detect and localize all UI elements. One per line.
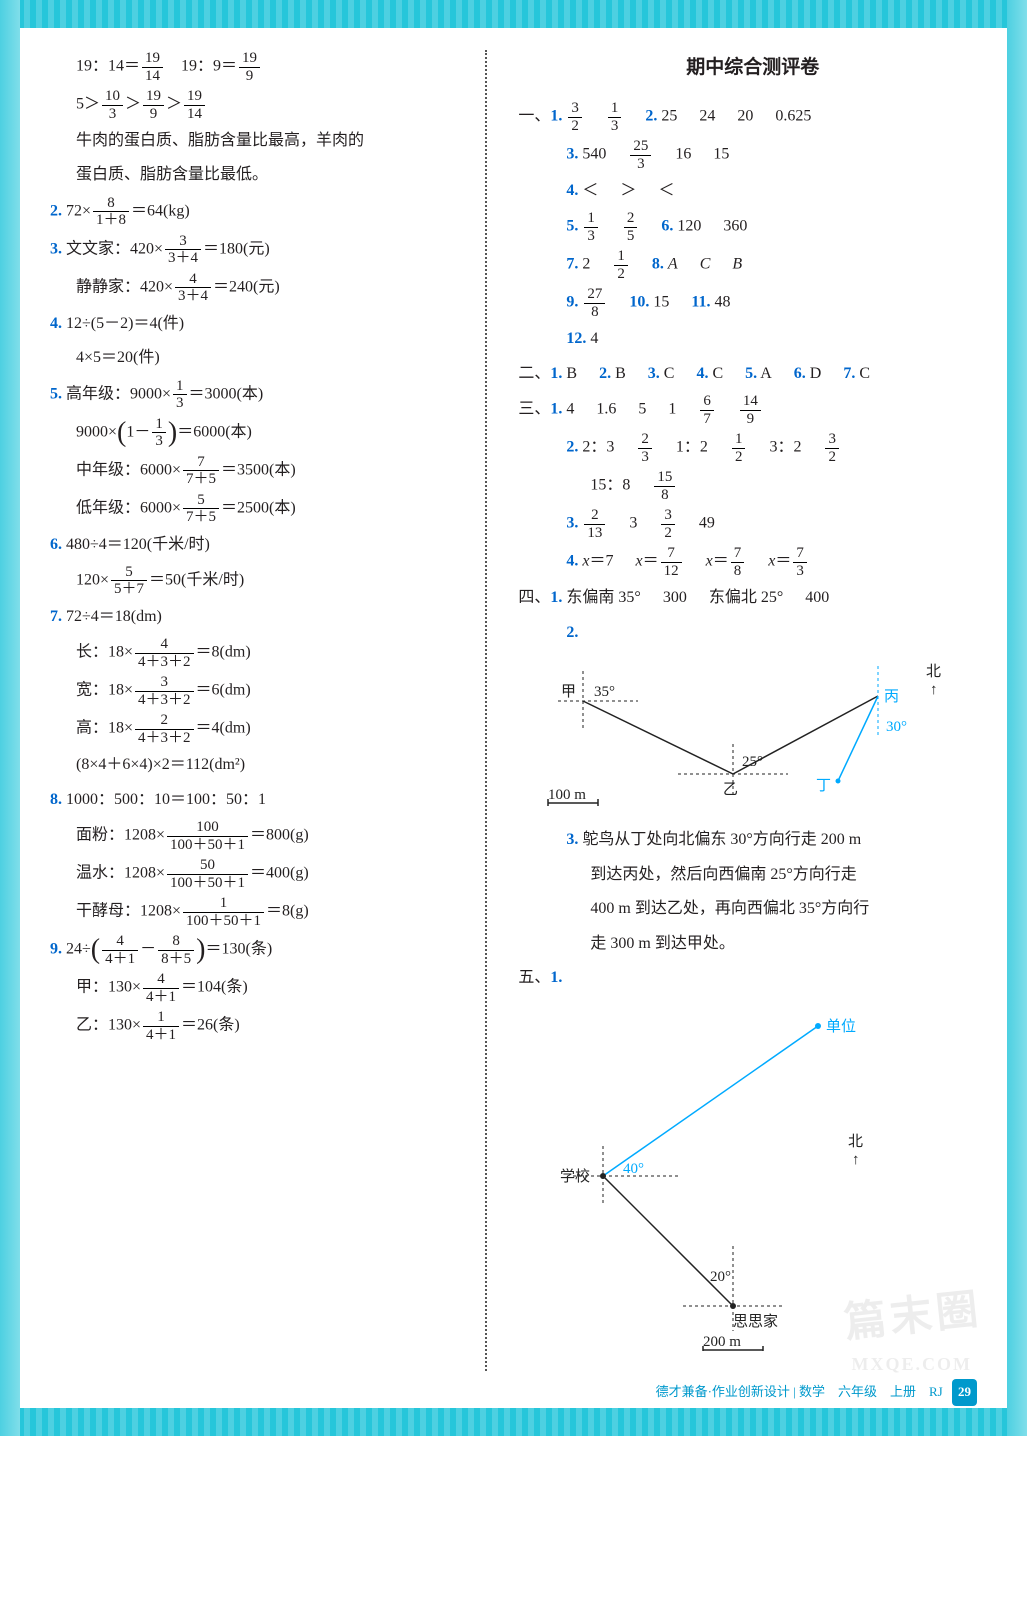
q6b: 120×55＋7＝50(千米/时) — [50, 564, 459, 598]
svg-text:35°: 35° — [594, 684, 615, 700]
q8a-text: 1000：500：10＝100：50：1 — [66, 791, 266, 808]
q5b: 9000×(1－13)＝6000(本) — [50, 416, 459, 450]
q4a-text: 12÷(5－2)＝4(件) — [66, 315, 184, 332]
q3a: 3. 文文家：420×33＋4＝180(元) — [50, 233, 459, 267]
s1-i3: 3. 5402531615 — [518, 138, 987, 172]
q8b: 面粉：1208×100100＋50＋1＝800(g) — [50, 819, 459, 853]
q7b: 长：18×44＋3＋2＝8(dm) — [50, 636, 459, 670]
svg-text:学校: 学校 — [560, 1168, 590, 1185]
s4-i1: 四、1. 东偏南 35°300东偏北 25°400 — [518, 583, 987, 613]
s2-line: 二、1. B2. B3. C4. C5. A6. D7. C — [518, 359, 987, 389]
q3b: 静静家：420×43＋4＝240(元) — [50, 271, 459, 305]
s4-i3c: 400 m 到达乙处，再向西偏北 35°方向行 — [518, 894, 987, 924]
page-content: 19：14＝1914 19：9＝199 5＞103＞199＞1914 牛肉的蛋白… — [0, 0, 1027, 1436]
svg-text:100 m: 100 m — [548, 787, 586, 803]
s1-i7-8: 7. 2128. ACB — [518, 248, 987, 282]
svg-text:北: 北 — [848, 1133, 863, 1150]
s4-i3d: 走 300 m 到达甲处。 — [518, 929, 987, 959]
footer-text: 德才兼备·作业创新设计 | 数学 六年级 上册 RJ — [656, 1384, 943, 1399]
svg-text:200 m: 200 m — [703, 1334, 741, 1350]
q7d: 高：18×24＋3＋2＝4(dm) — [50, 712, 459, 746]
svg-text:40°: 40° — [623, 1161, 644, 1177]
q6a: 6. 480÷4＝120(千米/时) — [50, 530, 459, 560]
s3-i3: 3. 21333249 — [518, 507, 987, 541]
s1-line: 一、1. 32132. 2524200.625 — [518, 100, 987, 134]
q5d: 低年级：6000×57＋5＝2500(本) — [50, 492, 459, 526]
q9b: 甲：130×44＋1＝104(条) — [50, 971, 459, 1005]
svg-text:丁: 丁 — [816, 778, 831, 794]
svg-text:北: 北 — [926, 663, 941, 680]
s1-i4: 4. ＜＞＜ — [518, 176, 987, 206]
intro-text: 牛肉的蛋白质、脂肪含量比最高，羊肉的 — [50, 126, 459, 156]
q5a: 5. 高年级：9000×13＝3000(本) — [50, 378, 459, 412]
s3-i2a: 2. 2：3231：2123：232 — [518, 431, 987, 465]
midterm-title: 期中综合测评卷 — [518, 50, 987, 86]
q7c: 宽：18×34＋3＋2＝6(dm) — [50, 674, 459, 708]
s1-i9-11: 9. 27810. 1511. 48 — [518, 286, 987, 320]
q7a-text: 72÷4＝18(dm) — [66, 608, 162, 625]
svg-text:↑: ↑ — [930, 682, 938, 698]
q2: 2. 72×81＋8＝64(kg) — [50, 195, 459, 229]
left-column: 19：14＝1914 19：9＝199 5＞103＞199＞1914 牛肉的蛋白… — [50, 50, 479, 1371]
svg-text:丙: 丙 — [884, 689, 899, 705]
intro-line: 19：14＝1914 19：9＝199 — [50, 50, 459, 84]
intro-text: 蛋白质、脂肪含量比最低。 — [50, 160, 459, 190]
q9c: 乙：130×14＋1＝26(条) — [50, 1009, 459, 1043]
q5c: 中年级：6000×77＋5＝3500(本) — [50, 454, 459, 488]
intro-line: 5＞103＞199＞1914 — [50, 88, 459, 122]
svg-text:乙: 乙 — [723, 782, 738, 798]
q7a: 7. 72÷4＝18(dm) — [50, 602, 459, 632]
svg-text:↑: ↑ — [852, 1152, 860, 1168]
q8a: 8. 1000：500：10＝100：50：1 — [50, 785, 459, 815]
q9a: 9. 24÷(44＋1－88＋5)＝130(条) — [50, 933, 459, 967]
svg-text:25°: 25° — [742, 754, 763, 770]
s4-i3b: 到达丙处，然后向西偏南 25°方向行走 — [518, 860, 987, 890]
svg-text:20°: 20° — [710, 1269, 731, 1285]
q8c: 温水：1208×50100＋50＋1＝400(g) — [50, 857, 459, 891]
s3-i1: 三、1. 41.65167149 — [518, 393, 987, 427]
s1-i5-6: 5. 13256. 120360 — [518, 210, 987, 244]
svg-text:30°: 30° — [886, 719, 907, 735]
right-column: 期中综合测评卷 一、1. 32132. 2524200.625 3. 54025… — [493, 50, 987, 1371]
footer: 德才兼备·作业创新设计 | 数学 六年级 上册 RJ 29 — [656, 1379, 977, 1406]
q4a: 4. 12÷(5－2)＝4(件) — [50, 309, 459, 339]
diagram-4-2: 甲 35° 乙 25° 100 m 丙 30° 丁 北 ↑ — [518, 656, 987, 817]
svg-text:思思家: 思思家 — [733, 1313, 778, 1330]
q4b: 4×5＝20(件) — [50, 343, 459, 373]
s3-i2b: 15：8158 — [518, 469, 987, 503]
q6a-text: 480÷4＝120(千米/时) — [66, 536, 210, 553]
svg-text:单位: 单位 — [826, 1018, 856, 1035]
column-divider — [485, 50, 487, 1371]
s1-i12: 12. 4 — [518, 324, 987, 354]
s4-i2-label: 2. — [518, 618, 987, 648]
s5-label: 五、1. — [518, 963, 987, 993]
diagram-5-1: 单位 40° 学校 20° 思思家 北 ↑ 200 m — [518, 1001, 987, 1362]
page-number: 29 — [952, 1379, 977, 1406]
q7e: (8×4＋6×4)×2＝112(dm²) — [50, 750, 459, 780]
svg-text:甲: 甲 — [561, 684, 576, 700]
s4-i3: 3. 鸵鸟从丁处向北偏东 30°方向行走 200 m — [518, 825, 987, 855]
q8d: 干酵母：1208×1100＋50＋1＝8(g) — [50, 895, 459, 929]
s3-i4: 4. x＝7x＝712x＝78x＝73 — [518, 545, 987, 579]
